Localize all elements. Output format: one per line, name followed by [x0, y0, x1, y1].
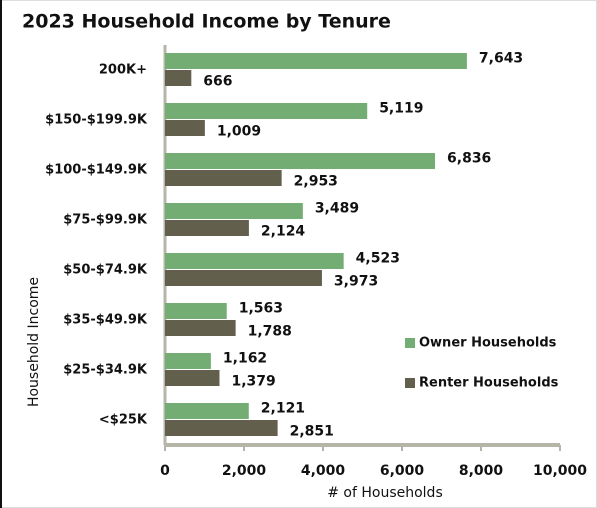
- bar: [165, 370, 220, 386]
- value-label: 4,523: [356, 251, 400, 267]
- y-tick-label: $100-$149.9K: [45, 163, 148, 178]
- value-label: 666: [203, 74, 232, 90]
- value-label: 2,121: [261, 401, 305, 417]
- y-axis-label: Household Income: [26, 277, 42, 407]
- x-axis-label: # of Households: [327, 485, 443, 501]
- bar: [165, 53, 467, 69]
- chart-title: 2023 Household Income by Tenure: [22, 11, 391, 33]
- bar: [165, 320, 236, 336]
- legend-label: Owner Households: [419, 336, 557, 351]
- bar: [165, 353, 211, 369]
- x-tick-label: 10,000: [533, 463, 587, 479]
- bar: [165, 153, 436, 169]
- value-label: 1,379: [231, 374, 275, 390]
- y-tick-label: $150-$199.9K: [45, 113, 148, 128]
- bar: [165, 220, 249, 236]
- bar: [165, 253, 344, 269]
- x-tick-label: 8,000: [459, 463, 504, 479]
- y-tick-label: $25-$34.9K: [63, 363, 148, 378]
- value-label: 5,119: [379, 101, 423, 117]
- value-label: 2,851: [290, 424, 334, 440]
- y-tick-label: $75-$99.9K: [63, 213, 148, 228]
- x-tick-label: 4,000: [301, 463, 346, 479]
- x-tick-label: 0: [160, 463, 170, 479]
- y-tick-label: $50-$74.9K: [63, 263, 148, 278]
- y-tick-label: <$25K: [99, 413, 148, 428]
- legend-swatch: [405, 378, 415, 388]
- bar: [165, 103, 368, 119]
- value-label: 3,489: [315, 201, 359, 217]
- legend-label: Renter Households: [419, 376, 559, 391]
- value-label: 2,124: [261, 224, 306, 240]
- value-label: 1,563: [239, 301, 283, 317]
- bar: [165, 120, 205, 136]
- x-tick-label: 6,000: [380, 463, 425, 479]
- value-label: 1,162: [223, 351, 267, 367]
- bar: [165, 403, 249, 419]
- value-label: 3,973: [334, 274, 378, 290]
- value-label: 7,643: [479, 51, 523, 67]
- y-tick-label: $35-$49.9K: [63, 313, 148, 328]
- bar: [165, 270, 322, 286]
- value-label: 2,953: [294, 174, 338, 190]
- x-tick-label: 2,000: [222, 463, 267, 479]
- y-tick-label: 200K+: [99, 63, 147, 78]
- bar: [165, 303, 227, 319]
- legend-swatch: [405, 338, 415, 348]
- value-label: 1,788: [248, 324, 292, 340]
- value-label: 6,836: [447, 151, 491, 167]
- bar: [165, 420, 278, 436]
- bar: [165, 203, 303, 219]
- value-label: 1,009: [217, 124, 261, 140]
- bar: [165, 170, 282, 186]
- bar: [165, 70, 192, 86]
